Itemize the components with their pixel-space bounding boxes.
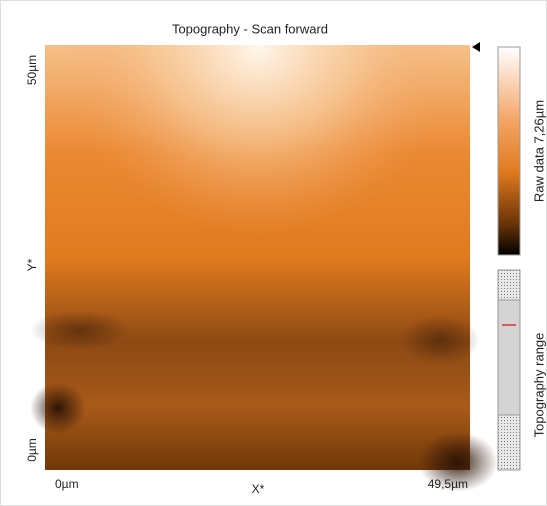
topography-image: [30, 45, 498, 492]
image-pit: [30, 382, 86, 434]
colorbar-label: Raw data 7,26µm: [531, 100, 546, 202]
image-pit: [400, 315, 480, 365]
range-selection: [497, 299, 521, 416]
y-bottom-label: 0µm: [25, 438, 39, 462]
image-highlight: [45, 45, 470, 470]
range-label: Topography range: [531, 333, 546, 438]
image-pit: [30, 310, 130, 350]
x-left-label: 0µm: [55, 477, 79, 491]
x-right-label: 49,5µm: [428, 477, 468, 491]
image-pit: [418, 432, 498, 492]
marker: [472, 42, 480, 52]
title: Topography - Scan forward: [172, 21, 328, 36]
colorbar: [497, 46, 521, 256]
y-axis-label: Y*: [25, 258, 39, 271]
x-axis-label: X*: [252, 482, 265, 496]
y-top-label: 50µm: [25, 55, 39, 85]
range-bar: [497, 269, 521, 471]
